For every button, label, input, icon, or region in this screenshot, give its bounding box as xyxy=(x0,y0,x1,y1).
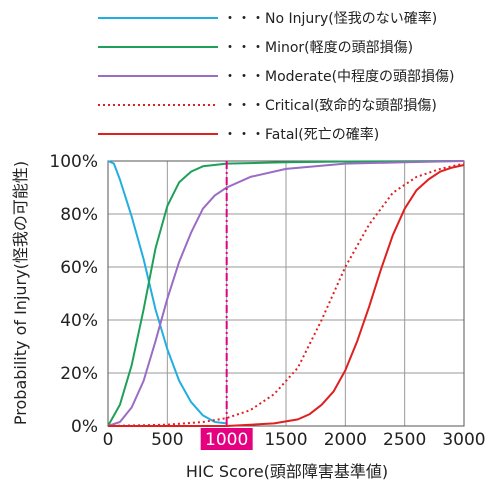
legend-label-2: ・・・Moderate(中程度の頭部損傷) xyxy=(223,69,455,85)
series-line-4 xyxy=(108,164,465,427)
legend-label-4: ・・・Fatal(死亡の確率) xyxy=(223,126,379,143)
x-tick-label: 1500 xyxy=(264,430,307,450)
y-tick-label: 60% xyxy=(60,258,98,278)
x-tick-label: 2500 xyxy=(383,430,426,450)
x-axis-label: HIC Score(頭部障害基準値) xyxy=(186,462,388,481)
x-tick-label: 3000 xyxy=(442,430,485,450)
x-tick-labels: 0 500 1000 1500 2000 2500 3000 xyxy=(103,428,486,450)
x-tick-highlight-box xyxy=(200,428,253,450)
y-tick-label: 0% xyxy=(71,417,98,437)
x-tick-label: 2000 xyxy=(324,430,367,450)
y-tick-label: 40% xyxy=(60,311,98,331)
x-tick-label: 500 xyxy=(151,430,183,450)
legend-label-1: ・・・Minor(軽度の頭部損傷) xyxy=(223,40,413,56)
series-line-0 xyxy=(107,160,227,425)
legend: ・・・No Injury(怪我のない確率) ・・・Minor(軽度の頭部損傷) ・・… xyxy=(98,10,455,143)
series-line-3 xyxy=(107,162,465,427)
grid xyxy=(107,160,465,427)
legend-label-3: ・・・Critical(致命的な頭部損傷) xyxy=(223,97,437,114)
series-line-1 xyxy=(107,160,465,427)
legend-label-0: ・・・No Injury(怪我のない確率) xyxy=(223,10,437,27)
y-tick-label: 20% xyxy=(60,364,98,384)
x-tick-label: 1000 xyxy=(205,430,248,450)
plot-frame xyxy=(107,160,465,427)
x-tick-label: 0 xyxy=(103,430,114,450)
series-line-2 xyxy=(107,160,465,427)
series-lines xyxy=(107,160,465,427)
y-axis-label: Probability of Injury(怪我の可能性) xyxy=(11,161,30,425)
y-tick-labels: 0% 20% 40% 60% 80% 100% xyxy=(49,152,98,437)
y-tick-label: 80% xyxy=(60,205,98,225)
y-tick-label: 100% xyxy=(49,152,98,172)
